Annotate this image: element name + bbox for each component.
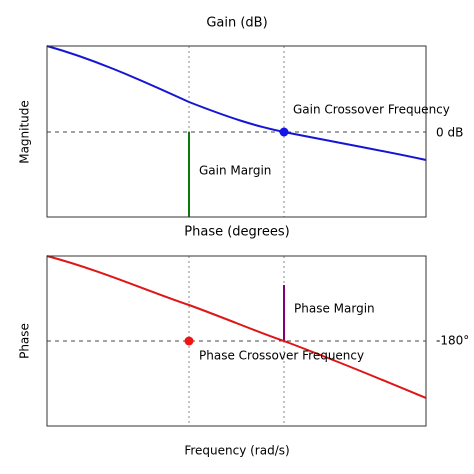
phase-title: Phase (degrees) — [184, 225, 289, 240]
phase-reference-label: -180° — [436, 334, 469, 348]
phase-frame — [46, 255, 427, 427]
gain-curve — [46, 45, 427, 161]
phase-y-label: Phase — [18, 323, 32, 359]
gain-reference-label: 0 dB — [436, 126, 463, 140]
x-label: Frequency (rad/s) — [184, 444, 289, 458]
gain-crossover-point — [279, 127, 289, 137]
gain-frame — [46, 45, 427, 218]
phase-crossover-label: Phase Crossover Frequency — [199, 349, 364, 363]
gain-crossover-label: Gain Crossover Frequency — [293, 103, 450, 117]
phase-curve — [46, 255, 427, 399]
gain-margin-label: Gain Margin — [199, 164, 271, 178]
gain-y-label: Magnitude — [18, 100, 32, 164]
gain-title: Gain (dB) — [206, 16, 267, 31]
phase-margin-label: Phase Margin — [294, 302, 375, 316]
phase-crossover-point — [184, 336, 194, 346]
